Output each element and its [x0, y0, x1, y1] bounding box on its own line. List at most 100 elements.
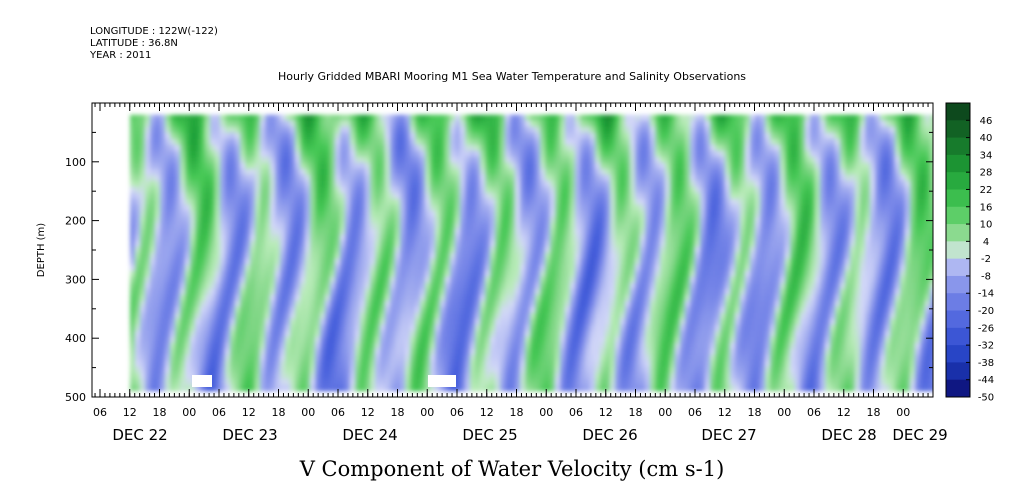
heatmap-cell — [140, 360, 146, 368]
heatmap-cell — [640, 114, 646, 122]
heatmap-cell — [405, 270, 411, 278]
heatmap-cell — [635, 342, 641, 350]
heatmap-cell — [320, 294, 326, 302]
heatmap-cell — [610, 354, 616, 362]
heatmap-cell — [340, 348, 346, 356]
heatmap-cell — [600, 384, 606, 392]
heatmap-cell — [360, 384, 366, 392]
heatmap-cell — [620, 366, 626, 374]
heatmap-cell — [310, 210, 316, 218]
heatmap-cell — [170, 210, 176, 218]
heatmap-cell — [320, 120, 326, 128]
heatmap-cell — [540, 342, 546, 350]
heatmap-cell — [400, 210, 406, 218]
heatmap-cell — [130, 240, 136, 248]
heatmap-cell — [180, 114, 186, 122]
heatmap-cell — [590, 114, 596, 122]
heatmap-cell — [445, 252, 451, 260]
heatmap-cell — [490, 246, 496, 254]
heatmap-cell — [625, 372, 631, 380]
heatmap-cell — [500, 168, 506, 176]
heatmap-cell — [595, 282, 601, 290]
heatmap-cell — [665, 114, 671, 122]
heatmap-cell — [280, 132, 286, 140]
heatmap-cell — [520, 276, 526, 284]
heatmap-cell — [190, 192, 196, 200]
heatmap-cell — [280, 336, 286, 344]
heatmap-cell — [375, 204, 381, 212]
heatmap-cell — [295, 312, 301, 320]
heatmap-cell — [185, 258, 191, 266]
heatmap-cell — [185, 114, 191, 122]
heatmap-cell — [600, 264, 606, 272]
heatmap-cell — [445, 150, 451, 158]
heatmap-cell — [630, 204, 636, 212]
heatmap-cell — [555, 330, 561, 338]
heatmap-cell — [530, 264, 536, 272]
heatmap-cell — [190, 360, 196, 368]
heatmap-cell — [590, 258, 596, 266]
heatmap-cell — [335, 228, 341, 236]
heatmap-cell — [290, 114, 296, 122]
heatmap-cell — [165, 384, 171, 392]
heatmap-cell — [355, 288, 361, 296]
heatmap-cell — [325, 318, 331, 326]
heatmap-cell — [195, 324, 201, 332]
heatmap-cell — [590, 270, 596, 278]
heatmap-cell — [240, 288, 246, 296]
heatmap-cell — [275, 324, 281, 332]
heatmap-cell — [235, 348, 241, 356]
heatmap-cell — [290, 192, 296, 200]
heatmap-cell — [475, 258, 481, 266]
heatmap-cell — [310, 222, 316, 230]
heatmap-cell — [450, 174, 456, 182]
heatmap-cell — [480, 258, 486, 266]
heatmap-cell — [480, 366, 486, 374]
heatmap-cell — [635, 360, 641, 368]
heatmap-cell — [285, 186, 291, 194]
heatmap-cell — [505, 300, 511, 308]
heatmap-cell — [395, 228, 401, 236]
heatmap-cell — [320, 234, 326, 242]
heatmap-cell — [345, 354, 351, 362]
heatmap-cell — [235, 384, 241, 392]
heatmap-cell — [165, 186, 171, 194]
heatmap-cell — [470, 372, 476, 380]
heatmap-cell — [590, 132, 596, 140]
heatmap-cell — [645, 384, 651, 392]
heatmap-cell — [560, 366, 566, 374]
heatmap-cell — [160, 198, 166, 206]
heatmap-cell — [500, 204, 506, 212]
heatmap-cell — [410, 168, 416, 176]
heatmap-cell — [505, 174, 511, 182]
heatmap-cell — [645, 294, 651, 302]
heatmap-cell — [480, 138, 486, 146]
heatmap-cell — [145, 252, 151, 260]
heatmap-cell — [425, 324, 431, 332]
heatmap-cell — [430, 288, 436, 296]
heatmap-cell — [575, 120, 581, 128]
heatmap-cell — [190, 144, 196, 152]
heatmap-cell — [250, 294, 256, 302]
heatmap-cell — [490, 162, 496, 170]
heatmap-cell — [240, 246, 246, 254]
heatmap-cell — [625, 240, 631, 248]
heatmap-cell — [525, 192, 531, 200]
heatmap-cell — [205, 270, 211, 278]
heatmap-cell — [175, 384, 181, 392]
heatmap-cell — [185, 216, 191, 224]
heatmap-cell — [635, 348, 641, 356]
heatmap-cell — [670, 156, 676, 164]
heatmap-cell — [660, 312, 666, 320]
heatmap-cell — [600, 228, 606, 236]
heatmap-cell — [645, 120, 651, 128]
heatmap-cell — [490, 348, 496, 356]
heatmap-cell — [230, 192, 236, 200]
heatmap-cell — [205, 174, 211, 182]
heatmap-cell — [450, 360, 456, 368]
heatmap-cell — [290, 150, 296, 158]
heatmap-cell — [355, 312, 361, 320]
heatmap-cell — [530, 198, 536, 206]
heatmap-cell — [510, 252, 516, 260]
heatmap-cell — [345, 168, 351, 176]
